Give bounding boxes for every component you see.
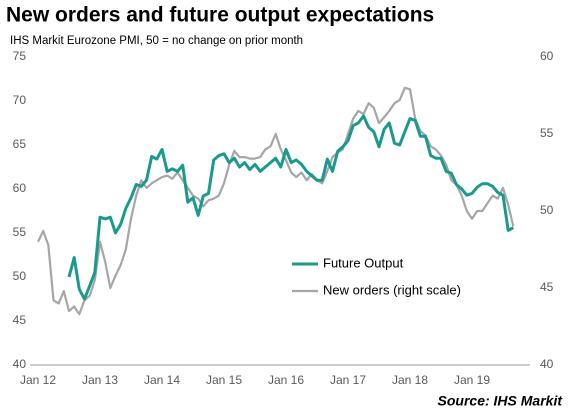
y-tick-label: 40 [13,357,27,371]
x-tick-label: Jan 19 [454,373,490,387]
y-tick-label: 75 [13,49,27,63]
y2-tick-label: 50 [540,203,554,217]
y-tick-label: 50 [13,269,27,283]
chart-title: New orders and future output expectation… [6,4,434,27]
legend-label: Future Output [323,255,404,270]
y-tick-label: 45 [13,313,27,327]
y-tick-label: 55 [13,225,27,239]
x-tick-label: Jan 14 [144,373,180,387]
legend-label: New orders (right scale) [323,282,461,297]
y-tick-label: 60 [13,181,27,195]
x-tick-label: Jan 16 [268,373,304,387]
y-tick-label: 65 [13,137,27,151]
y2-tick-label: 40 [540,357,554,371]
x-tick-label: Jan 12 [20,373,56,387]
y-tick-label: 70 [13,93,27,107]
y2-tick-label: 55 [540,126,554,140]
x-tick-label: Jan 18 [392,373,428,387]
x-tick-label: Jan 17 [330,373,366,387]
chart-subtitle: IHS Markit Eurozone PMI, 50 = no change … [10,35,303,47]
y2-tick-label: 45 [540,280,554,294]
y2-tick-label: 60 [540,49,554,63]
x-tick-label: Jan 13 [82,373,118,387]
series-line [67,114,515,301]
x-tick-label: Jan 15 [206,373,242,387]
series-line [37,86,515,316]
source: Source: IHS Markit [438,393,564,409]
